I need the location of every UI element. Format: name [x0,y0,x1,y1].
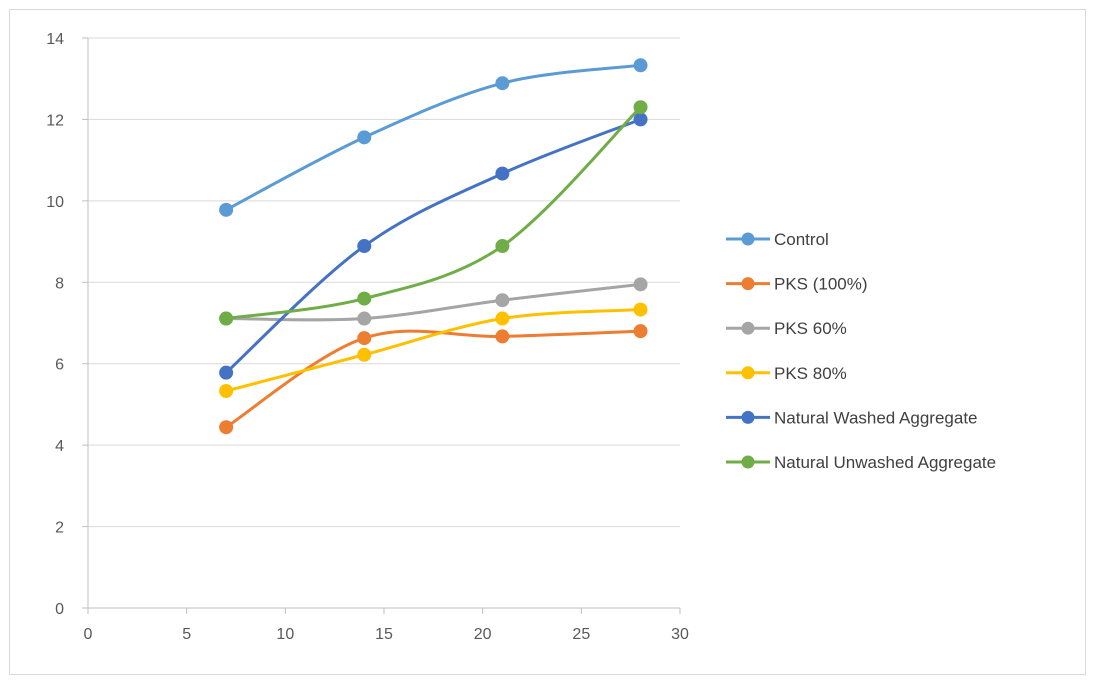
data-point [633,112,648,127]
data-point [219,365,234,380]
data-point [495,329,510,344]
data-point [633,302,648,317]
data-point [357,239,372,254]
plot-series [219,58,648,435]
legend-label: PKS 80% [774,364,847,383]
series-line [224,63,643,212]
data-point [633,277,648,292]
legend-item: PKS (100%) [726,275,868,294]
y-tick-label: 4 [55,438,64,455]
x-tick-label: 20 [474,626,492,643]
legend-swatch-marker [741,321,755,335]
x-tick-label: 30 [671,626,689,643]
x-tick-label: 15 [375,626,393,643]
legend-swatch-marker [741,366,755,380]
legend-label: Natural Unwashed Aggregate [774,453,996,472]
series-pks-100- [219,324,648,435]
legend-swatch-marker [741,455,755,469]
x-tick-label: 5 [182,626,191,643]
y-tick-label: 14 [46,31,64,48]
legend-item: Natural Unwashed Aggregate [726,453,996,472]
legend-swatch-marker [741,232,755,246]
data-point [219,311,234,326]
series-natural-washed-aggregate [219,112,648,380]
legend-label: Control [774,230,829,249]
data-point [633,100,648,115]
y-tick-label: 2 [55,520,64,537]
axes: 0 2 4 6 8 10 12 14 0 5 10 15 20 25 30 [46,31,689,643]
series-line [224,329,643,429]
data-point [633,58,648,73]
series-natural-unwashed-aggregate [219,100,648,326]
data-point [357,347,372,362]
legend-label: PKS 60% [774,319,847,338]
data-point [495,76,510,91]
series-pks-80- [219,302,648,398]
series-line [224,308,643,393]
series-line [224,117,643,375]
legend-label: PKS (100%) [774,275,868,294]
x-tick-label: 10 [276,626,294,643]
legend-swatch-marker [741,410,755,424]
data-point [357,291,372,306]
y-tick-label: 0 [55,601,64,618]
y-tick-label: 6 [55,357,64,374]
legend: Control PKS (100%) PKS 60% PKS 80% Natural W… [726,230,996,472]
data-point [357,130,372,145]
legend-item: Natural Washed Aggregate [726,408,978,427]
data-point [357,311,372,326]
legend-item: PKS 60% [726,319,847,338]
data-point [495,166,510,181]
data-point [219,202,234,217]
chart-area: 0 2 4 6 8 10 12 14 0 5 10 15 20 25 30 Control PKS (100%… [9,9,1086,675]
series-control [219,58,648,217]
y-tick-label: 10 [46,194,64,211]
data-point [633,324,648,339]
data-point [495,293,510,308]
legend-item: PKS 80% [726,364,847,383]
series-line [224,105,643,321]
y-tick-label: 8 [55,275,64,292]
x-tick-label: 0 [84,626,93,643]
data-point [219,383,234,398]
x-tick-label: 25 [572,626,590,643]
data-point [357,331,372,346]
y-tick-label: 12 [46,112,64,129]
data-point [495,239,510,254]
legend-label: Natural Washed Aggregate [774,408,978,427]
data-point [495,311,510,326]
series-line [224,282,643,322]
legend-item: Control [726,230,829,249]
legend-swatch-marker [741,277,755,291]
data-point [219,420,234,435]
gridlines [88,37,680,528]
line-chart: 0 2 4 6 8 10 12 14 0 5 10 15 20 25 30 Control PKS (100%… [46,31,996,643]
